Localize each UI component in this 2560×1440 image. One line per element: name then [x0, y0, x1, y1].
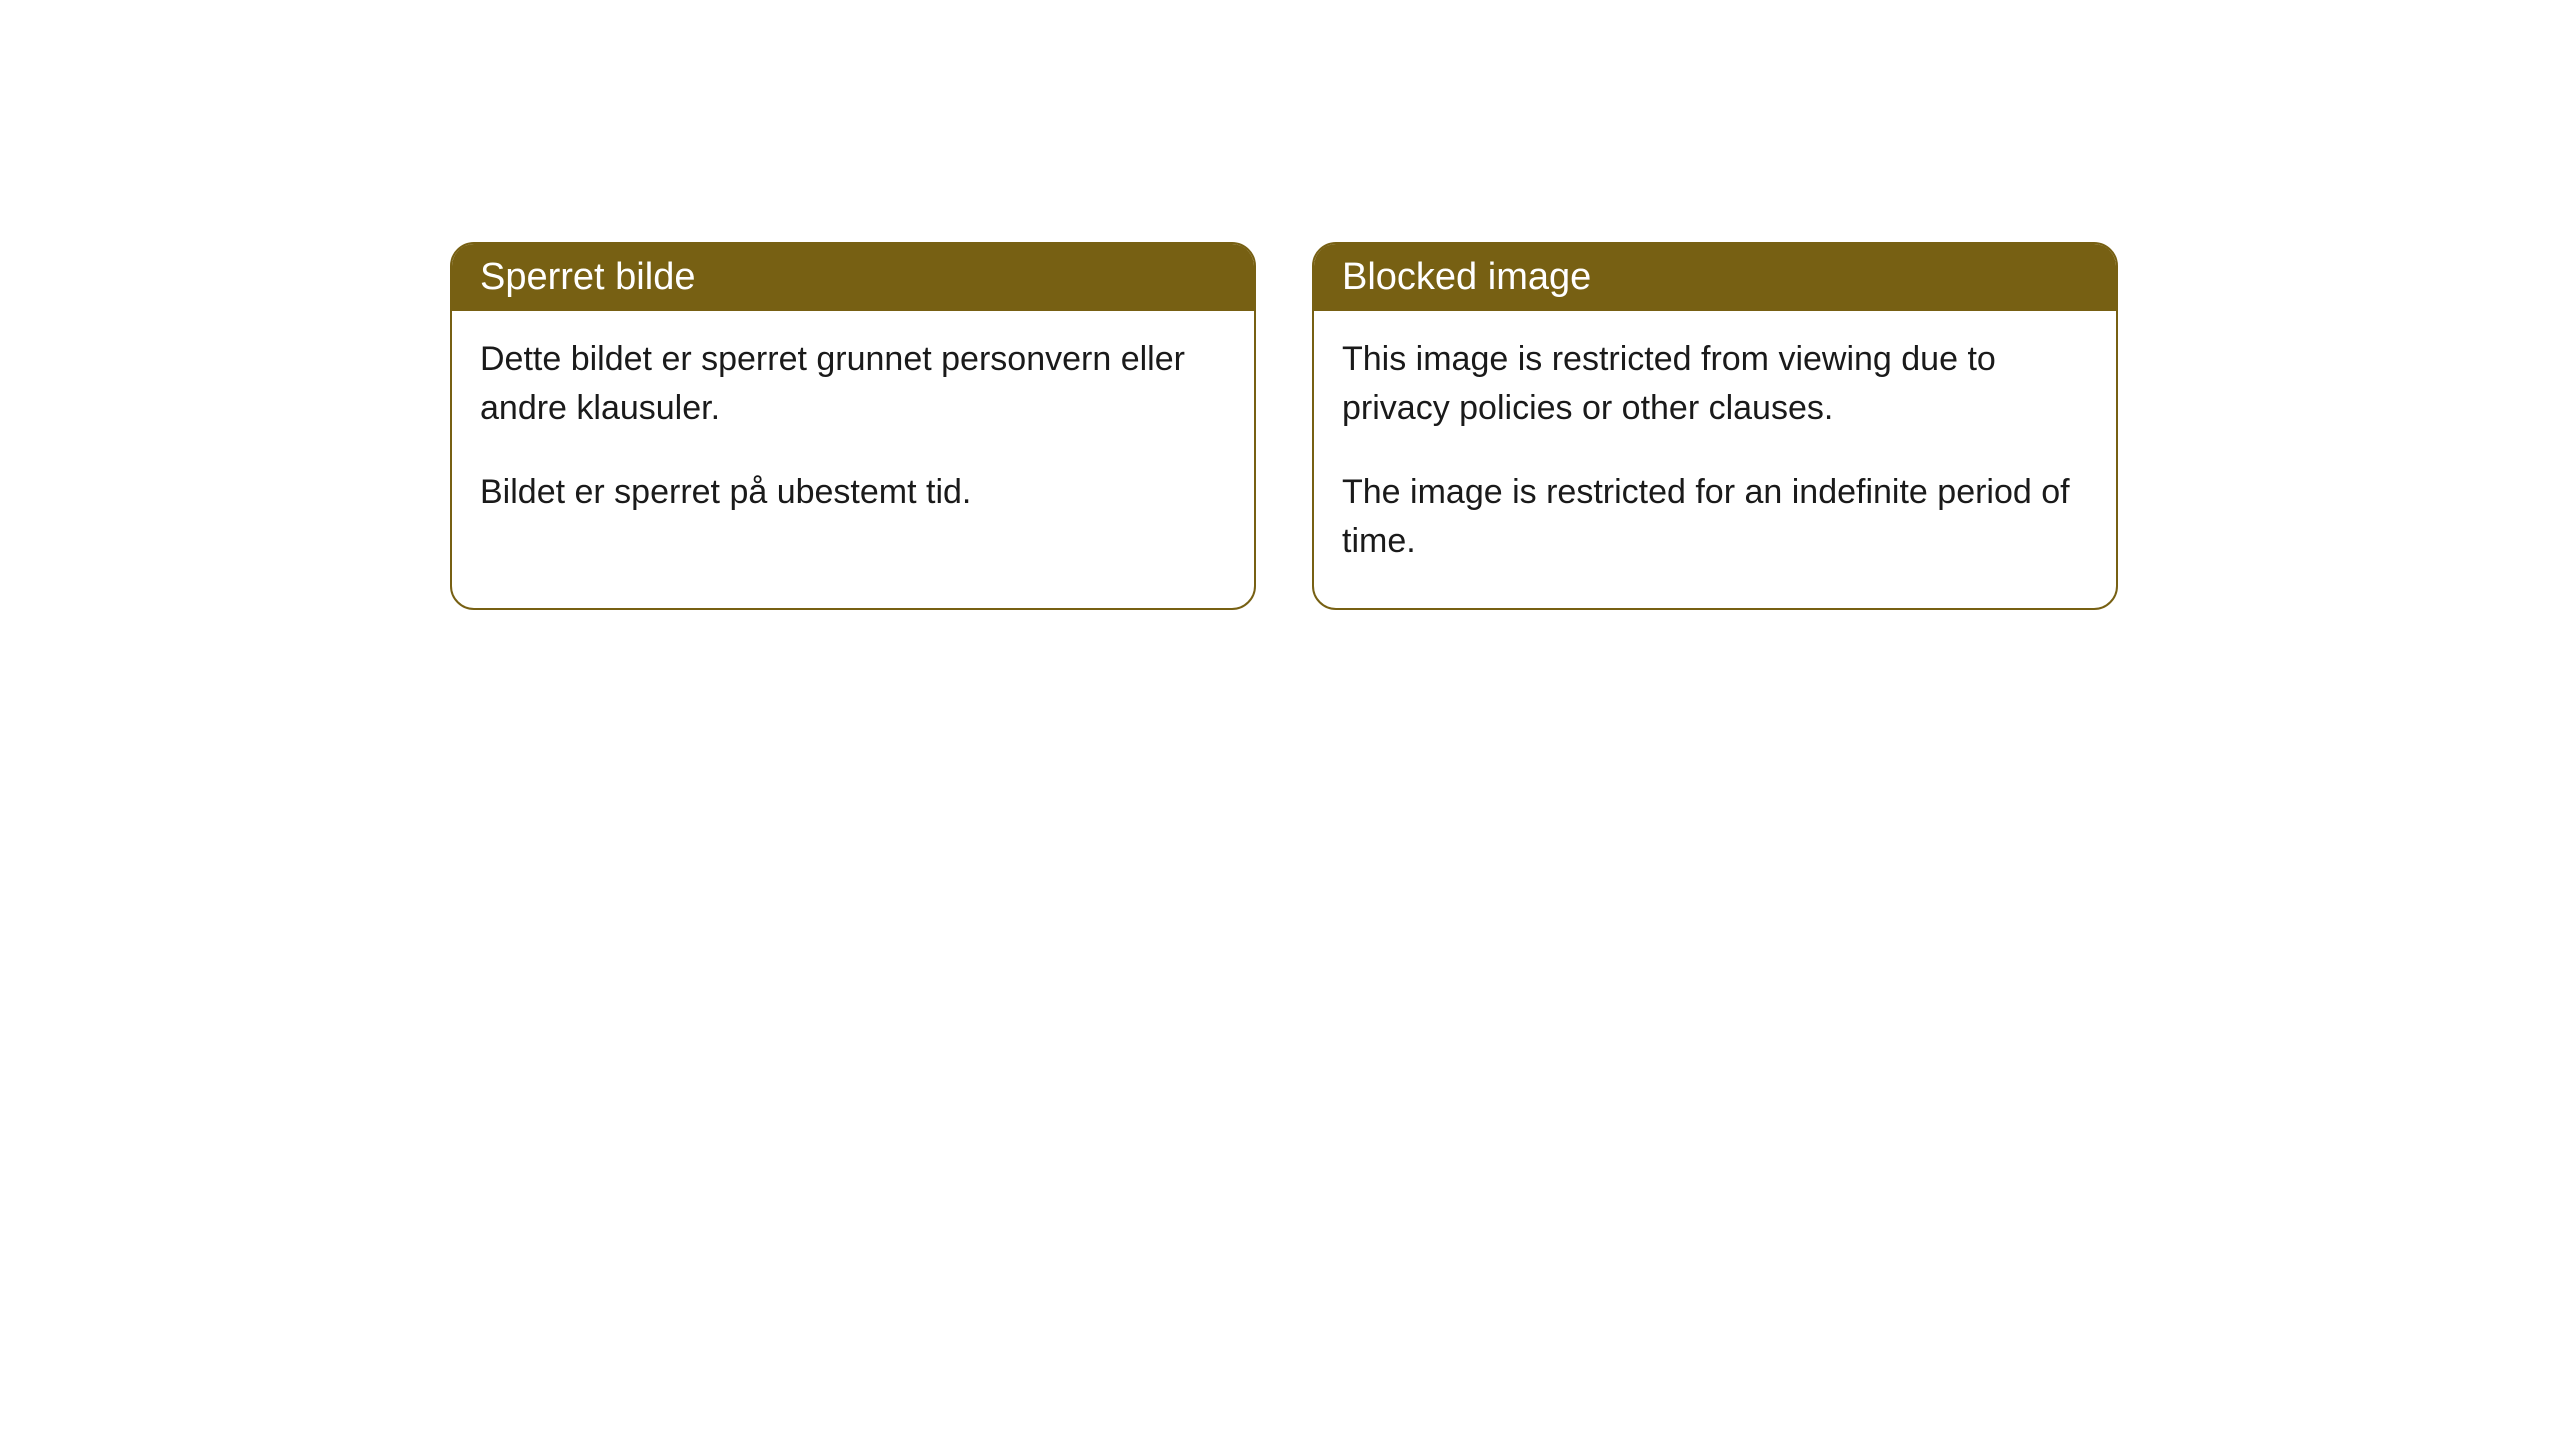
card-title: Sperret bilde [480, 256, 695, 298]
card-paragraph: Dette bildet er sperret grunnet personve… [480, 335, 1226, 434]
card-body: This image is restricted from viewing du… [1314, 311, 2116, 608]
card-paragraph: This image is restricted from viewing du… [1342, 335, 2088, 434]
card-paragraph: Bildet er sperret på ubestemt tid. [480, 468, 1226, 517]
cards-container: Sperret bilde Dette bildet er sperret gr… [0, 0, 2560, 610]
blocked-image-card-english: Blocked image This image is restricted f… [1312, 242, 2118, 610]
card-body: Dette bildet er sperret grunnet personve… [452, 311, 1254, 559]
card-header: Sperret bilde [452, 244, 1254, 311]
blocked-image-card-norwegian: Sperret bilde Dette bildet er sperret gr… [450, 242, 1256, 610]
card-paragraph: The image is restricted for an indefinit… [1342, 468, 2088, 567]
card-title: Blocked image [1342, 256, 1591, 298]
card-header: Blocked image [1314, 244, 2116, 311]
